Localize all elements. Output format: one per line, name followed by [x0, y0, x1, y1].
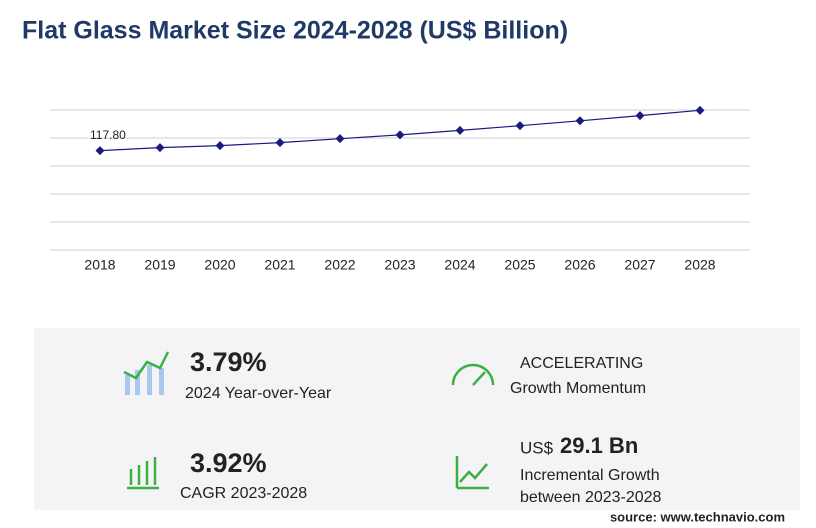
stat-value: 3.92% [190, 448, 267, 478]
x-tick-label: 2026 [564, 257, 595, 273]
x-tick-label: 2024 [444, 257, 475, 273]
source: source: www.technavio.com [610, 509, 785, 524]
x-tick-label: 2021 [264, 257, 295, 273]
stat-value: 29.1 Bn [560, 433, 638, 458]
point [215, 141, 225, 151]
stat-value: ACCELERATING [520, 355, 643, 372]
x-tick-label: 2020 [204, 257, 235, 273]
stat-currency: US$ [520, 438, 554, 457]
point [395, 130, 405, 140]
stat-value: 3.79% [190, 347, 267, 377]
point [695, 105, 705, 115]
value-label: 117.80 [90, 128, 126, 142]
point [155, 143, 165, 153]
stat-label: 2024 Year-over-Year [185, 385, 332, 402]
point [335, 134, 345, 144]
stat-label: between 2023-2028 [520, 489, 662, 506]
chart-title: Flat Glass Market Size 2024-2028 (US$ Bi… [22, 17, 568, 45]
point [95, 146, 105, 156]
icons [123, 351, 495, 490]
stat-label: Growth Momentum [510, 380, 646, 397]
x-tick-label: 2018 [84, 257, 115, 273]
stats-panel [34, 328, 800, 510]
x-tick-label: 2023 [384, 257, 415, 273]
stat-label: Incremental Growth [520, 467, 660, 484]
point [575, 116, 585, 126]
x-tick-label: 2028 [684, 257, 715, 273]
point [635, 111, 645, 121]
plot: 2018 2019 2020 2021 2022 2023 2024 2025 2026 2027… [50, 105, 750, 273]
point [275, 138, 285, 148]
x-tick-label: 2025 [504, 257, 535, 273]
x-tick-label: 2022 [324, 257, 355, 273]
point [455, 125, 465, 135]
point [515, 121, 525, 131]
x-tick-label: 2019 [144, 257, 175, 273]
x-tick-label: 2027 [624, 257, 655, 273]
stat-label: CAGR 2023-2028 [180, 485, 307, 502]
